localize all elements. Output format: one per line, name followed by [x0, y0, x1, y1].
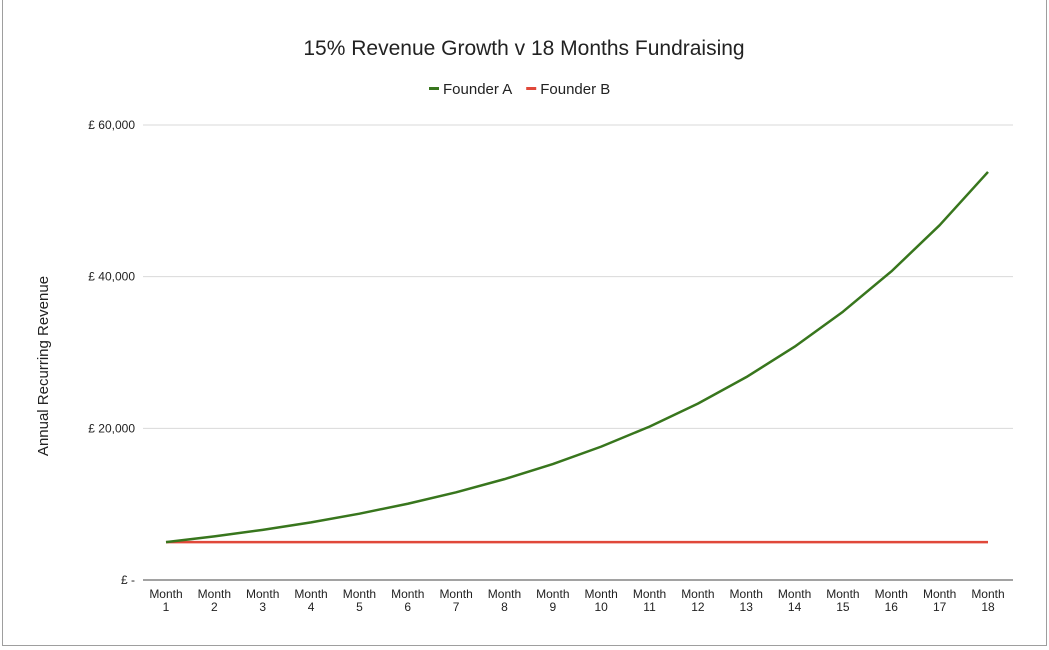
x-tick-label: Month 4: [294, 587, 327, 614]
x-tick-label: Month 14: [778, 587, 811, 614]
legend: Founder A Founder B: [429, 81, 610, 98]
x-tick-label: Month 17: [923, 587, 956, 614]
x-tick-label: Month 3: [246, 587, 279, 614]
x-tick-label: Month 9: [536, 587, 569, 614]
x-tick-label: Month 16: [875, 587, 908, 614]
x-tick-label: Month 6: [391, 587, 424, 614]
legend-swatch: [526, 87, 537, 90]
x-tick-label: Month 2: [198, 587, 231, 614]
y-tick-label: £ -: [121, 573, 135, 587]
x-tick-label: Month 13: [730, 587, 763, 614]
x-tick-label: Month 10: [584, 587, 617, 614]
x-tick-label: Month 18: [971, 587, 1004, 614]
series-line-founder-a: [165, 171, 989, 544]
x-tick-label: Month 15: [826, 587, 859, 614]
y-axis-label: Annual Recurring Revenue: [35, 276, 52, 456]
x-tick-label: Month 8: [488, 587, 521, 614]
x-tick-label: Month 11: [633, 587, 666, 614]
y-tick-label: £ 40,000: [88, 270, 135, 284]
x-tick-label: Month 1: [149, 587, 182, 614]
legend-label: Founder A: [443, 81, 512, 98]
y-tick-label: £ 20,000: [88, 421, 135, 435]
x-tick-label: Month 5: [343, 587, 376, 614]
chart-title: 15% Revenue Growth v 18 Months Fundraisi…: [303, 37, 744, 60]
x-tick-label: Month 12: [681, 587, 714, 614]
legend-label: Founder B: [540, 81, 610, 98]
x-tick-label: Month 7: [439, 587, 472, 614]
y-tick-label: £ 60,000: [88, 118, 135, 132]
legend-swatch: [429, 87, 439, 90]
